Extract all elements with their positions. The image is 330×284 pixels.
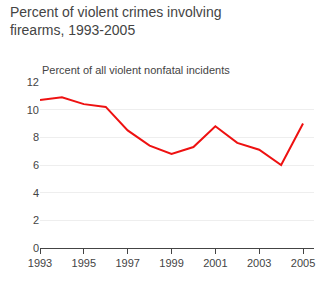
svg-text:2: 2 bbox=[33, 214, 39, 226]
svg-text:1995: 1995 bbox=[72, 257, 96, 269]
svg-text:8: 8 bbox=[33, 131, 39, 143]
svg-text:0: 0 bbox=[33, 242, 39, 254]
svg-text:Percent of violent crimes invo: Percent of violent crimes involvingfirea… bbox=[10, 4, 222, 38]
svg-text:2003: 2003 bbox=[247, 257, 271, 269]
svg-text:1999: 1999 bbox=[159, 257, 183, 269]
svg-text:2005: 2005 bbox=[291, 257, 315, 269]
svg-text:12: 12 bbox=[27, 76, 39, 88]
svg-text:2001: 2001 bbox=[203, 257, 227, 269]
svg-text:1997: 1997 bbox=[115, 257, 139, 269]
svg-text:4: 4 bbox=[33, 187, 39, 199]
svg-text:Percent of all violent nonfata: Percent of all violent nonfatal incident… bbox=[42, 64, 230, 76]
svg-text:6: 6 bbox=[33, 159, 39, 171]
svg-text:1993: 1993 bbox=[28, 257, 52, 269]
svg-text:10: 10 bbox=[27, 104, 39, 116]
